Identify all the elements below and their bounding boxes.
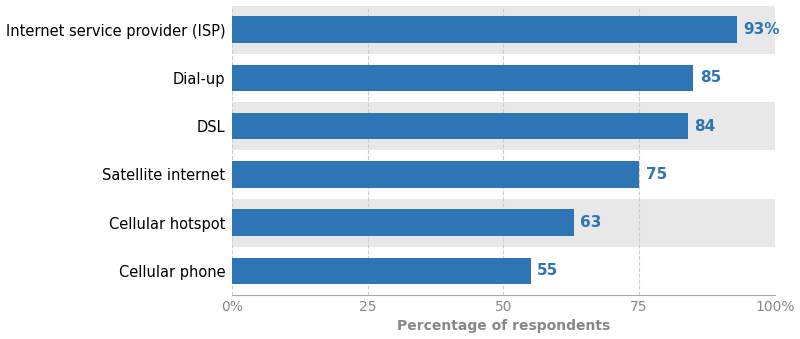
Bar [232,54,774,102]
Bar [232,102,774,150]
Bar [232,65,694,91]
Bar [232,258,530,284]
Bar [232,161,639,188]
X-axis label: Percentage of respondents: Percentage of respondents [397,319,610,334]
Text: 85: 85 [700,71,721,85]
Bar [232,150,774,199]
Bar [232,199,774,247]
Bar [232,113,688,139]
Text: 84: 84 [694,119,716,134]
Bar [232,247,774,295]
Text: 55: 55 [537,263,558,278]
Text: 93%: 93% [743,22,780,37]
Bar [232,210,574,236]
Text: 75: 75 [646,167,667,182]
Bar [232,5,774,54]
Text: 63: 63 [581,215,602,230]
Bar [232,16,737,43]
